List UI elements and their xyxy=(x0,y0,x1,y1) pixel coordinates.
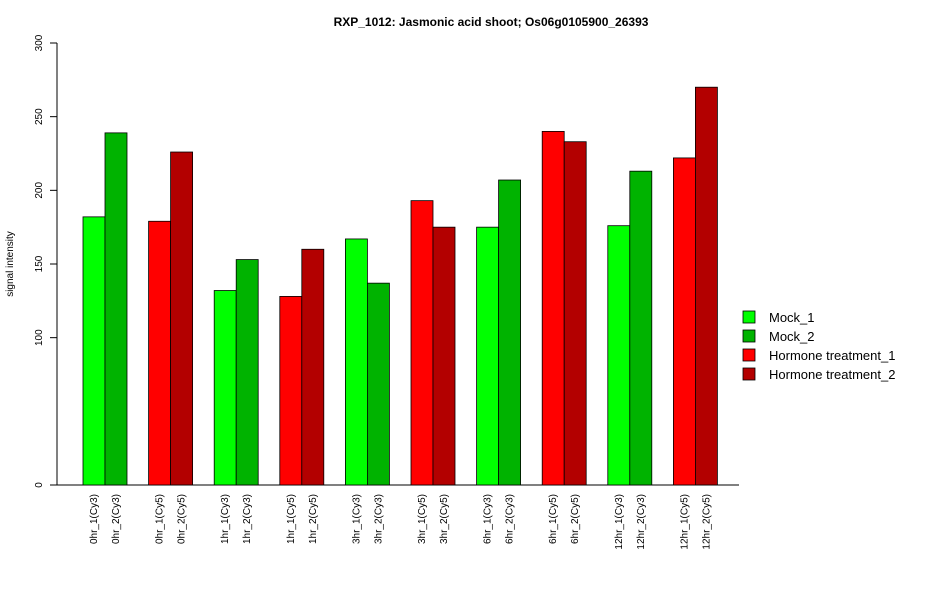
bars-group xyxy=(82,86,718,486)
bar-6hr_2(Cy5) xyxy=(563,141,587,486)
bar-12hr_1(Cy3) xyxy=(607,225,631,486)
x-tick-label-12hr_1(Cy3): 12hr_1(Cy3) xyxy=(614,494,625,550)
y-axis-ticks: 0 100 150 200 250 300 xyxy=(34,34,57,488)
bar-3hr_2(Cy3) xyxy=(366,282,390,486)
legend-label-Hormone treatment_1: Hormone treatment_1 xyxy=(769,348,895,363)
x-tick-label-12hr_1(Cy5): 12hr_1(Cy5) xyxy=(679,494,690,550)
bar-0hr_1(Cy3) xyxy=(82,216,106,486)
legend-swatch-Hormone treatment_2 xyxy=(742,367,756,381)
legend-swatch-Mock_2 xyxy=(742,329,756,343)
x-tick-label-1hr_2(Cy3): 1hr_2(Cy3) xyxy=(242,494,253,544)
x-tick-label-1hr_1(Cy5): 1hr_1(Cy5) xyxy=(286,494,297,544)
legend: Mock_1 Mock_2 Hormone treatment_1 Hormone t… xyxy=(742,310,895,382)
bar-12hr_2(Cy3) xyxy=(629,170,653,486)
y-tick-label-150: 150 xyxy=(34,255,45,272)
bar-0hr_2(Cy5) xyxy=(170,151,194,486)
x-tick-label-3hr_1(Cy5): 3hr_1(Cy5) xyxy=(417,494,428,544)
bar-6hr_1(Cy3) xyxy=(476,226,500,486)
bar-1hr_2(Cy3) xyxy=(235,259,259,486)
bar-3hr_1(Cy5) xyxy=(410,200,434,486)
x-tick-label-12hr_2(Cy5): 12hr_2(Cy5) xyxy=(701,494,712,550)
x-tick-label-3hr_2(Cy3): 3hr_2(Cy3) xyxy=(373,494,384,544)
legend-swatch-Mock_1 xyxy=(742,310,756,324)
y-tick-label-200: 200 xyxy=(34,182,45,199)
bar-1hr_2(Cy5) xyxy=(301,248,325,486)
bar-6hr_2(Cy3) xyxy=(498,179,522,486)
x-tick-label-6hr_2(Cy3): 6hr_2(Cy3) xyxy=(505,494,516,544)
bar-3hr_2(Cy5) xyxy=(432,226,456,486)
legend-label-Mock_1: Mock_1 xyxy=(769,310,815,325)
bar-0hr_1(Cy5) xyxy=(148,220,172,486)
x-tick-label-6hr_1(Cy5): 6hr_1(Cy5) xyxy=(548,494,559,544)
y-tick-label-250: 250 xyxy=(34,108,45,125)
x-tick-label-0hr_2(Cy5): 0hr_2(Cy5) xyxy=(177,494,188,544)
x-tick-label-12hr_2(Cy3): 12hr_2(Cy3) xyxy=(636,494,647,550)
y-axis-label: signal intensity xyxy=(5,231,16,297)
legend-label-Mock_2: Mock_2 xyxy=(769,329,815,344)
y-tick-label-0: 0 xyxy=(34,482,45,488)
x-tick-label-0hr_2(Cy3): 0hr_2(Cy3) xyxy=(111,494,122,544)
bar-12hr_2(Cy5) xyxy=(695,86,718,486)
x-tick-label-6hr_2(Cy5): 6hr_2(Cy5) xyxy=(570,494,581,544)
x-tick-label-1hr_2(Cy5): 1hr_2(Cy5) xyxy=(308,494,319,544)
bar-1hr_1(Cy3) xyxy=(213,290,237,486)
bar-1hr_1(Cy5) xyxy=(279,296,303,486)
chart-title: RXP_1012: Jasmonic acid shoot; Os06g0105… xyxy=(334,15,649,29)
bar-6hr_1(Cy5) xyxy=(541,130,565,486)
bar-3hr_1(Cy3) xyxy=(344,238,368,486)
x-tick-label-3hr_2(Cy5): 3hr_2(Cy5) xyxy=(439,494,450,544)
x-tick-label-0hr_1(Cy5): 0hr_1(Cy5) xyxy=(155,494,166,544)
x-tick-label-3hr_1(Cy3): 3hr_1(Cy3) xyxy=(351,494,362,544)
x-tick-label-1hr_1(Cy3): 1hr_1(Cy3) xyxy=(220,494,231,544)
bar-0hr_2(Cy3) xyxy=(104,132,128,486)
x-tick-label-0hr_1(Cy3): 0hr_1(Cy3) xyxy=(89,494,100,544)
y-tick-label-300: 300 xyxy=(34,34,45,51)
legend-label-Hormone treatment_2: Hormone treatment_2 xyxy=(769,367,895,382)
bar-12hr_1(Cy5) xyxy=(673,157,696,486)
x-tick-labels: 0hr_1(Cy3) 0hr_2(Cy3) 0hr_1(Cy5) 0hr_2(Cy5)… xyxy=(89,494,712,550)
y-tick-label-100: 100 xyxy=(34,329,45,346)
x-tick-label-6hr_1(Cy3): 6hr_1(Cy3) xyxy=(483,494,494,544)
legend-swatch-Hormone treatment_1 xyxy=(742,348,756,362)
